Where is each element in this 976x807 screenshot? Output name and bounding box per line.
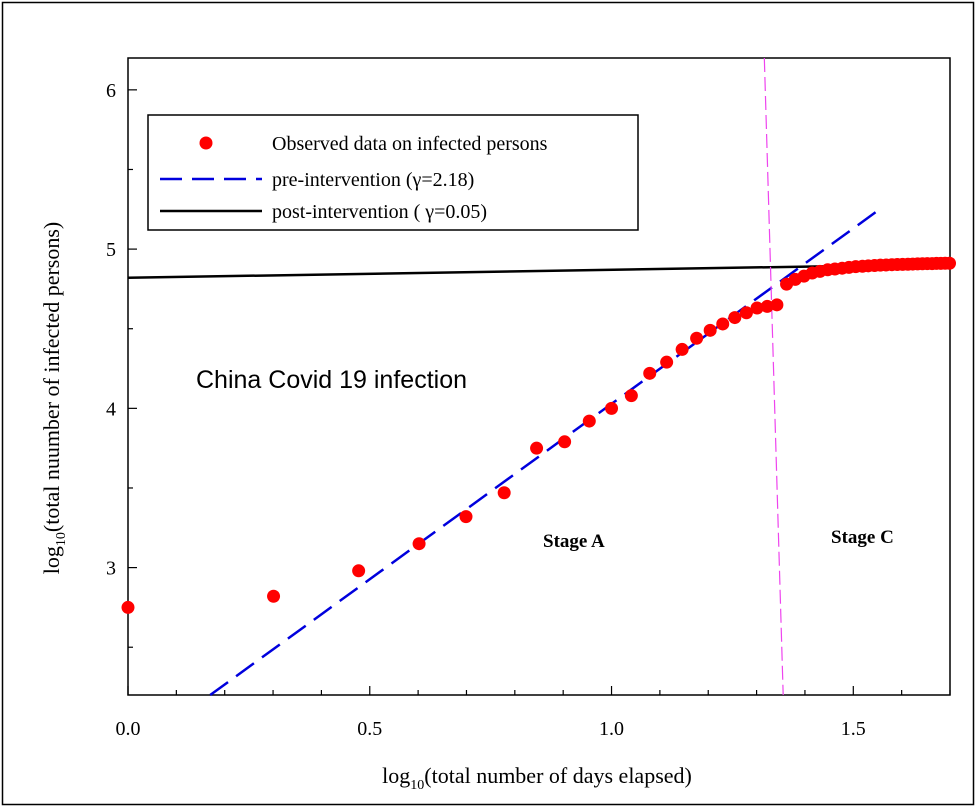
x-tick-label: 0.5 xyxy=(357,718,382,740)
chart-annotation: China Covid 19 infection xyxy=(196,366,467,394)
plot-area xyxy=(127,57,951,696)
legend-label-post: post-intervention ( γ=0.05) xyxy=(272,201,487,223)
data-point xyxy=(760,299,774,313)
legend-dot-marker xyxy=(199,136,213,150)
x-tick-label: 1.5 xyxy=(841,718,866,740)
y-axis-label: log10(total nuumber of infected persons) xyxy=(39,222,69,574)
data-point xyxy=(412,537,426,551)
x-tick-label: 1.0 xyxy=(599,718,624,740)
pre-intervention-line xyxy=(209,209,879,697)
data-point xyxy=(703,323,717,337)
fit-lines xyxy=(127,57,951,697)
data-point xyxy=(558,435,572,449)
y-tick-label: 5 xyxy=(106,239,116,261)
x-axis: 0.0 0.5 1.0 1.5 xyxy=(116,686,951,740)
data-point xyxy=(770,298,784,312)
stage-a-label: Stage A xyxy=(543,531,605,552)
stage-c-label: Stage C xyxy=(831,527,894,548)
data-point xyxy=(943,256,957,270)
data-point xyxy=(459,510,473,524)
data-point xyxy=(728,311,742,325)
y-tick-label: 3 xyxy=(106,558,116,580)
x-axis-label: log10(total number of days elapsed) xyxy=(382,763,692,793)
data-point xyxy=(739,306,753,320)
data-point xyxy=(121,600,135,614)
y-axis: 3 4 5 6 xyxy=(106,80,137,648)
legend: Observed data on infected persons pre-in… xyxy=(147,114,639,231)
data-point xyxy=(716,317,730,331)
legend-label-observed: Observed data on infected persons xyxy=(272,133,548,155)
data-point xyxy=(497,486,511,500)
y-tick-label: 4 xyxy=(106,398,116,420)
intervention-divider xyxy=(763,57,784,696)
data-point xyxy=(643,366,657,380)
data-point xyxy=(624,389,638,403)
observed-points xyxy=(121,256,957,614)
data-point xyxy=(675,342,689,356)
post-intervention-line xyxy=(127,262,951,280)
data-point xyxy=(605,401,619,415)
data-point xyxy=(352,564,366,578)
data-point xyxy=(267,589,281,603)
y-tick-label: 6 xyxy=(106,80,116,102)
data-point xyxy=(750,301,764,315)
legend-label-pre: pre-intervention (γ=2.18) xyxy=(272,169,474,191)
data-point xyxy=(582,414,596,428)
data-point xyxy=(660,355,674,369)
x-tick-label: 0.0 xyxy=(116,718,141,740)
data-point xyxy=(690,331,704,345)
data-point xyxy=(530,441,544,455)
